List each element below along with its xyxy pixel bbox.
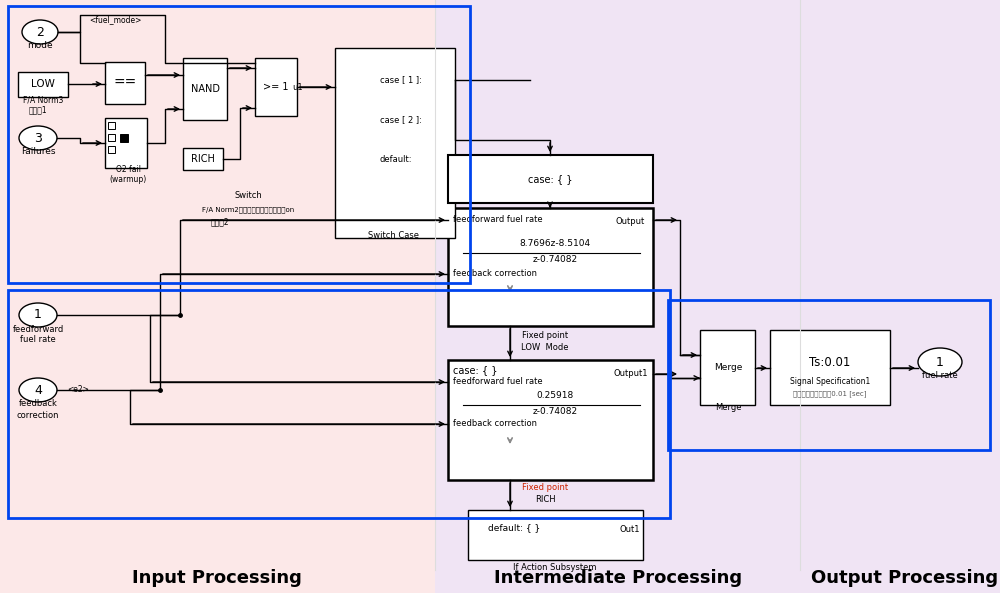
Text: >= 1: >= 1 <box>263 82 289 92</box>
Text: case [ 2 ]:: case [ 2 ]: <box>380 116 422 125</box>
Text: Failures: Failures <box>21 148 55 157</box>
Bar <box>448 208 653 326</box>
Text: z-0.74082: z-0.74082 <box>532 407 578 416</box>
Text: Intermediate Processing: Intermediate Processing <box>494 569 742 587</box>
Text: feedforward fuel rate: feedforward fuel rate <box>453 215 543 225</box>
Bar <box>800 0 1000 593</box>
Text: Out1: Out1 <box>620 525 640 534</box>
Bar <box>700 330 755 405</box>
Text: NAND: NAND <box>190 84 220 94</box>
Text: (warmup): (warmup) <box>109 176 147 184</box>
Text: u1: u1 <box>293 82 303 91</box>
Text: Merge: Merge <box>714 364 742 372</box>
Text: LOW: LOW <box>31 79 55 89</box>
Bar <box>668 300 990 450</box>
Bar <box>183 148 223 170</box>
Text: If Action Subsystem: If Action Subsystem <box>513 563 597 572</box>
Text: Ts:0.01: Ts:0.01 <box>809 355 851 368</box>
Bar <box>335 48 455 238</box>
Bar <box>0 0 435 593</box>
Text: Output Processing: Output Processing <box>811 569 999 587</box>
Bar <box>770 330 890 405</box>
Text: Merge: Merge <box>715 403 741 413</box>
Text: feedforward fuel rate: feedforward fuel rate <box>453 378 543 387</box>
Bar <box>105 118 147 168</box>
Text: RICH: RICH <box>535 495 555 503</box>
Text: 定数＝1: 定数＝1 <box>29 106 47 114</box>
Text: Signal Specification1: Signal Specification1 <box>790 378 870 387</box>
Ellipse shape <box>918 348 962 376</box>
Bar <box>255 58 297 116</box>
Text: feedforward: feedforward <box>12 324 64 333</box>
Text: Input Processing: Input Processing <box>132 569 302 587</box>
Bar <box>18 72 68 97</box>
Bar <box>8 6 470 283</box>
Text: Fixed point: Fixed point <box>522 483 568 492</box>
Text: case: { }: case: { } <box>528 174 572 184</box>
Text: fuel rate: fuel rate <box>20 336 56 345</box>
Text: サンプリング時間＝0.01 [sec]: サンプリング時間＝0.01 [sec] <box>793 391 867 397</box>
Text: 2: 2 <box>36 25 44 39</box>
Text: 4: 4 <box>34 384 42 397</box>
Ellipse shape <box>22 20 58 44</box>
Text: 1: 1 <box>936 355 944 368</box>
Text: Switch: Switch <box>234 190 262 199</box>
Ellipse shape <box>19 378 57 402</box>
Text: 3: 3 <box>34 132 42 145</box>
Bar <box>468 510 643 560</box>
Text: Switch Case: Switch Case <box>368 231 418 240</box>
Text: Fixed point: Fixed point <box>522 330 568 340</box>
Text: correction: correction <box>17 410 59 419</box>
Text: O2 fail: O2 fail <box>116 165 140 174</box>
Bar <box>448 360 653 480</box>
Bar <box>120 134 128 142</box>
Text: F/A Norm2整数でオーバーフロー＝on: F/A Norm2整数でオーバーフロー＝on <box>202 207 294 213</box>
Text: default: { }: default: { } <box>488 524 540 533</box>
Text: ==: == <box>113 76 137 90</box>
Text: z-0.74082: z-0.74082 <box>532 256 578 264</box>
Text: feedback correction: feedback correction <box>453 269 537 279</box>
Text: <fuel_mode>: <fuel_mode> <box>89 15 141 24</box>
Text: 8.7696z-8.5104: 8.7696z-8.5104 <box>519 238 591 247</box>
Bar <box>108 134 115 141</box>
Bar <box>108 146 115 153</box>
Text: Output: Output <box>616 218 645 227</box>
Text: 0.25918: 0.25918 <box>536 391 574 400</box>
Text: mode: mode <box>27 42 53 50</box>
Bar <box>448 155 653 203</box>
Ellipse shape <box>19 303 57 327</box>
Text: feedback correction: feedback correction <box>453 419 537 429</box>
Text: default:: default: <box>380 155 413 164</box>
Text: RICH: RICH <box>191 154 215 164</box>
Text: 定数＝2: 定数＝2 <box>211 218 229 227</box>
Text: case: { }: case: { } <box>453 365 498 375</box>
Bar <box>105 62 145 104</box>
Ellipse shape <box>19 126 57 150</box>
Bar <box>108 122 115 129</box>
Bar <box>435 0 800 593</box>
Bar <box>183 58 227 120</box>
Text: LOW  Mode: LOW Mode <box>521 343 569 352</box>
Text: case [ 1 ]:: case [ 1 ]: <box>380 75 422 84</box>
Text: Output1: Output1 <box>614 369 648 378</box>
Text: feedback: feedback <box>19 400 57 409</box>
Text: fuel rate: fuel rate <box>922 371 958 381</box>
Text: 1: 1 <box>34 308 42 321</box>
Text: <e2>: <e2> <box>67 385 89 394</box>
Bar <box>8 290 670 518</box>
Text: F/A Norm3: F/A Norm3 <box>23 95 63 104</box>
